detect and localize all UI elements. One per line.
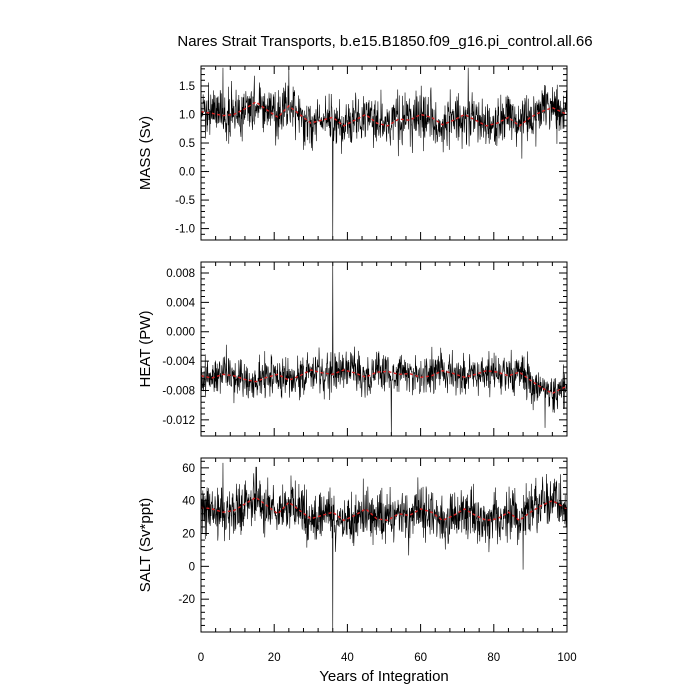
heat-panel: 0.008 0.004 0.000 -0.004 -0.008 -0.012 HEAT (P… xyxy=(137,261,568,437)
x-tick-label: 80 xyxy=(487,652,500,664)
y-tick-label: -0.5 xyxy=(175,195,195,207)
y-tick-label: 60 xyxy=(182,463,195,475)
heat-plot-frame xyxy=(200,261,568,437)
y-tick-label: 0.000 xyxy=(166,327,195,339)
heat-raw-series xyxy=(201,262,567,436)
salt-raw-series xyxy=(201,462,567,631)
x-tick-label: 0 xyxy=(198,652,204,664)
salt-y-axis-label: SALT (Sv*ppt) xyxy=(137,498,154,592)
y-tick-label: 0.0 xyxy=(179,167,195,179)
salt-panel: 60 40 20 0 -20 SALT (Sv*ppt) xyxy=(137,457,568,633)
chart-title: Nares Strait Transports, b.e15.B1850.f09… xyxy=(177,33,592,50)
heat-smoothed-series xyxy=(201,369,567,395)
x-axis-label: Years of Integration xyxy=(319,668,449,685)
x-tick-label: 60 xyxy=(414,652,427,664)
x-tick-label: 20 xyxy=(268,652,281,664)
y-tick-label: 0.004 xyxy=(166,297,195,309)
mass-plot-frame xyxy=(200,65,568,241)
mass-panel: 1.5 1.0 0.5 0.0 -0.5 -1.0 MASS (Sv) xyxy=(137,65,568,241)
y-tick-label: -0.004 xyxy=(162,356,195,368)
mass-raw-series xyxy=(201,67,567,239)
y-tick-label: 1.5 xyxy=(179,81,195,93)
y-tick-label: 0.5 xyxy=(179,138,195,150)
mass-smoothed-series xyxy=(201,101,567,127)
y-tick-label: 1.0 xyxy=(179,109,195,121)
x-tick-label: 40 xyxy=(341,652,354,664)
y-tick-label: 40 xyxy=(182,496,195,508)
y-tick-label: -1.0 xyxy=(175,224,195,236)
y-tick-label: -0.008 xyxy=(162,385,195,397)
mass-y-axis-label: MASS (Sv) xyxy=(137,116,154,190)
y-tick-label: -0.012 xyxy=(162,415,195,427)
salt-plot-frame xyxy=(200,457,568,633)
y-tick-label: 20 xyxy=(182,529,195,541)
y-tick-label: 0.008 xyxy=(166,268,195,280)
y-tick-label: 0 xyxy=(189,561,195,573)
y-tick-label: -20 xyxy=(178,594,195,606)
x-tick-label: 100 xyxy=(557,652,576,664)
heat-y-axis-label: HEAT (PW) xyxy=(137,311,154,388)
salt-smoothed-series xyxy=(201,496,567,522)
